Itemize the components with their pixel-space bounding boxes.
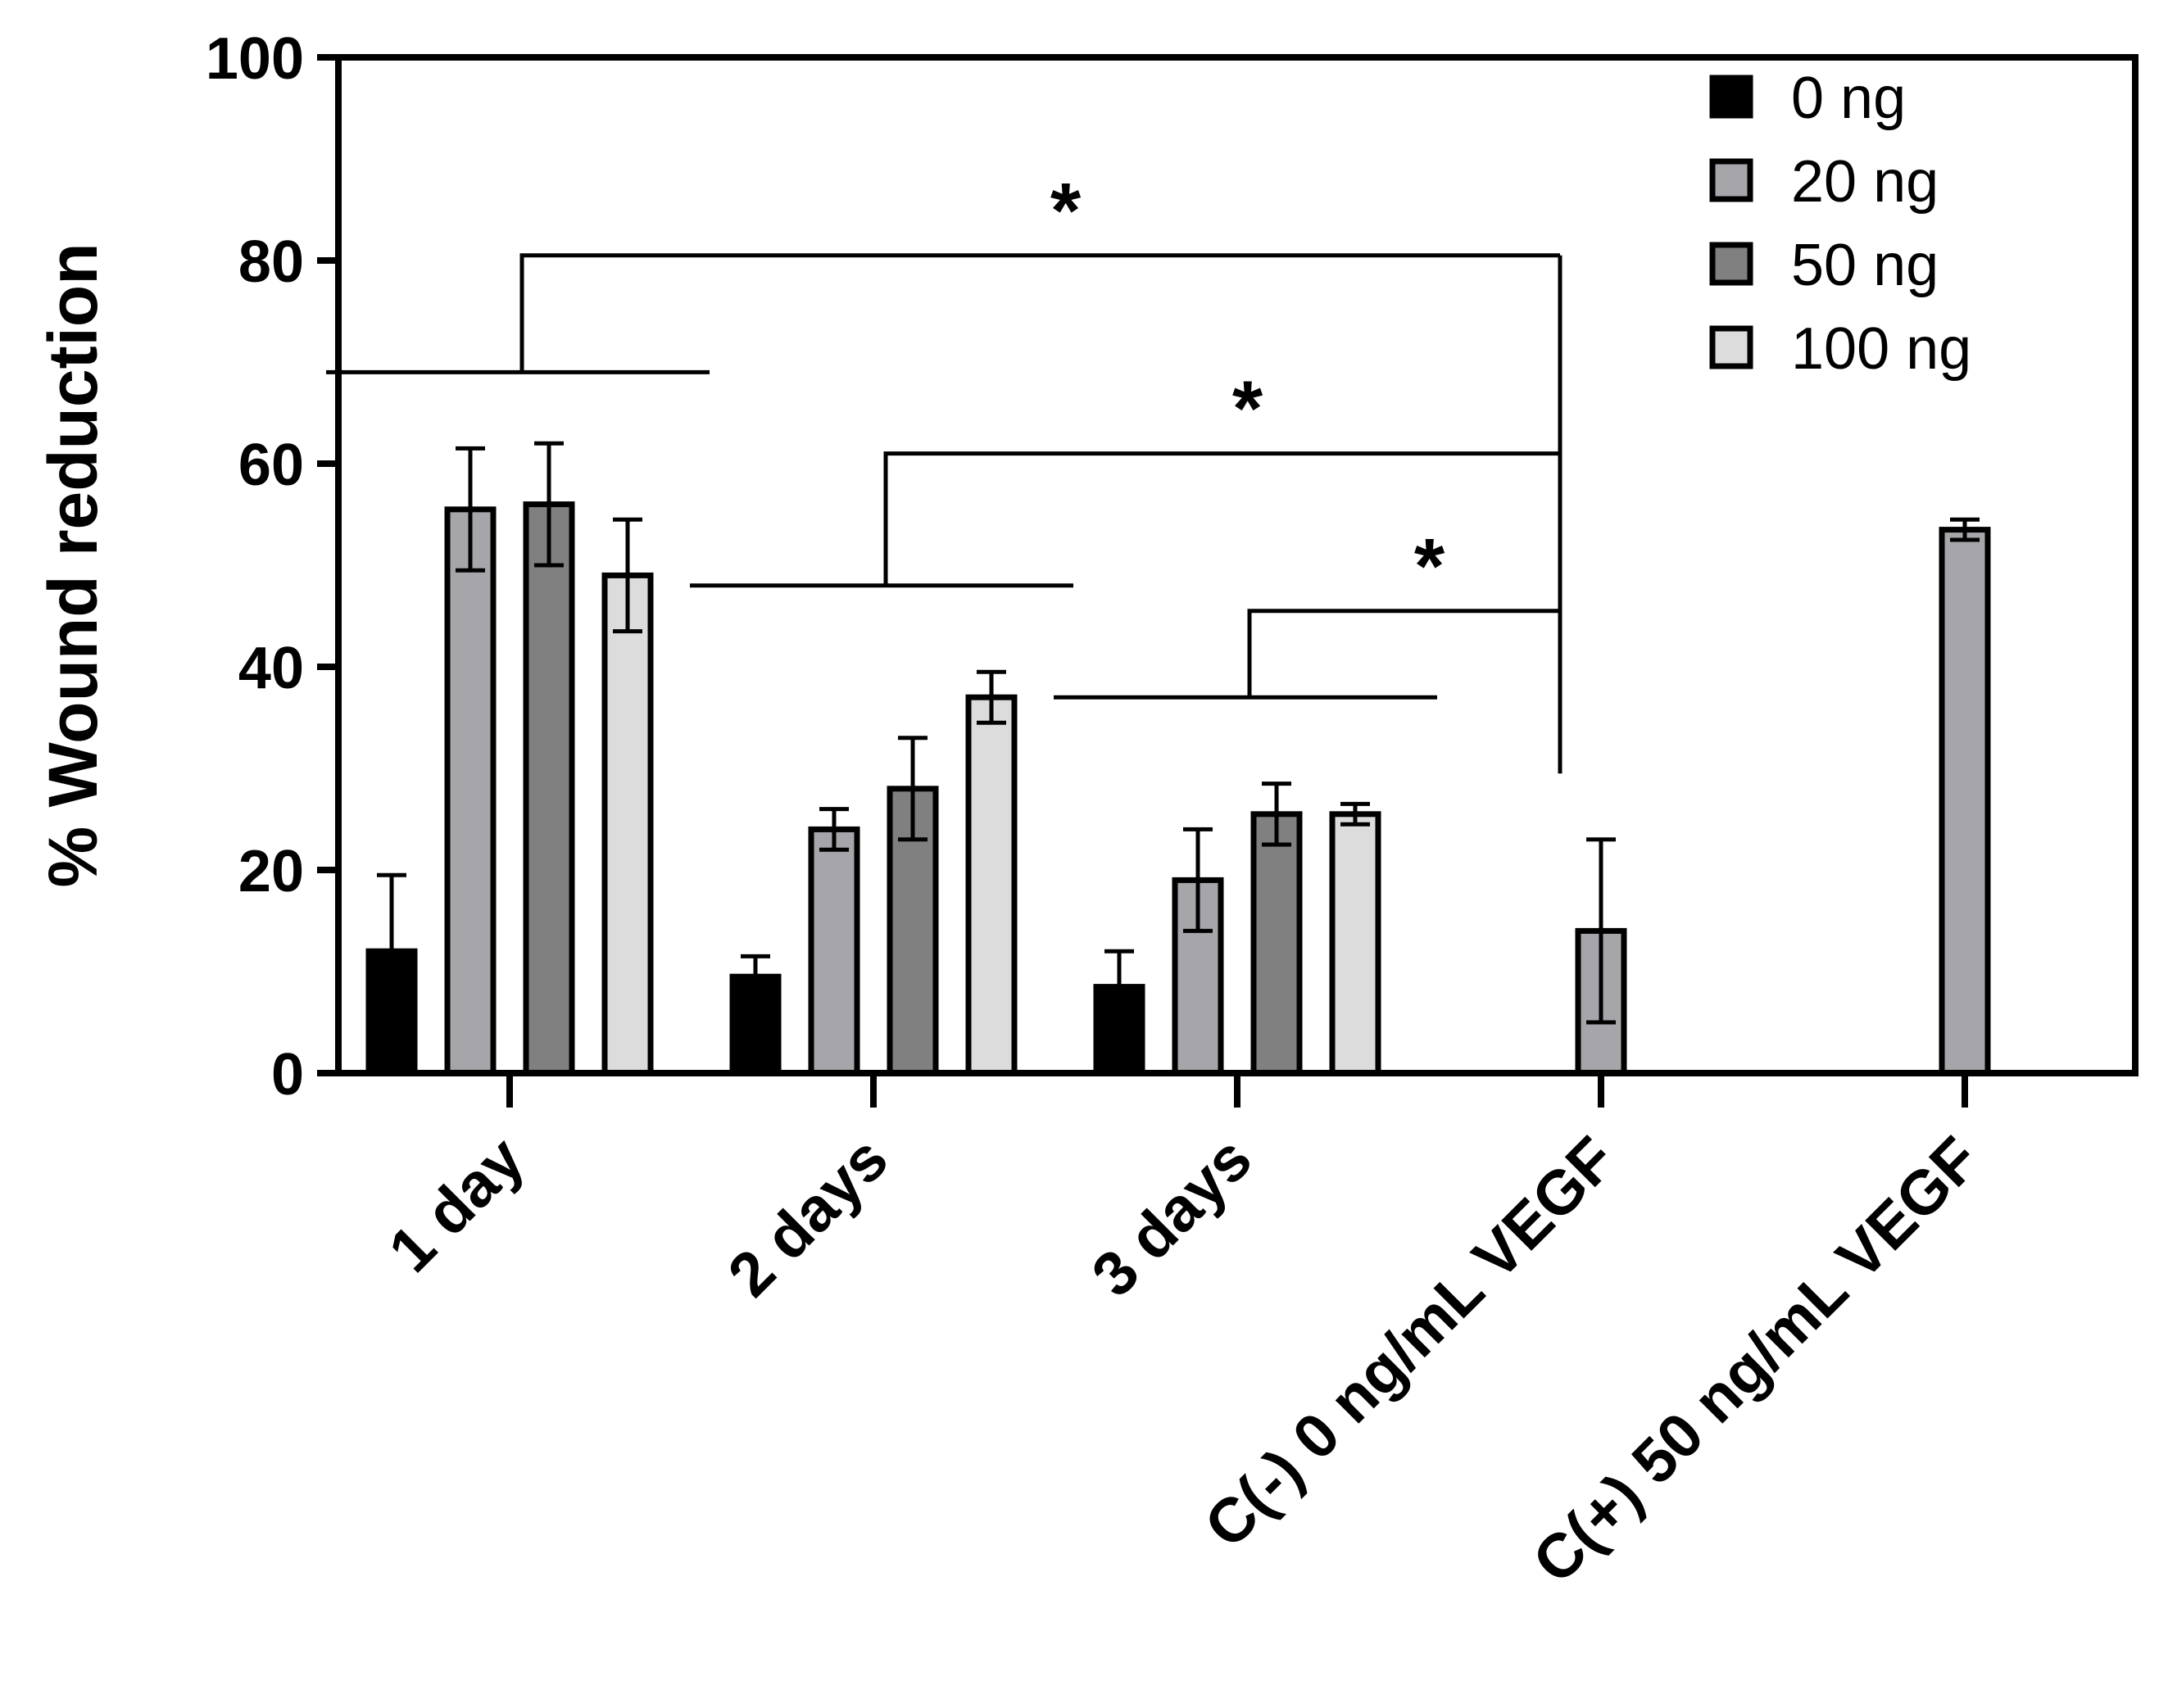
x-tick-label-2-days: 2 days [715,1124,901,1310]
bar-3-days-50-ng [1250,811,1303,1076]
bar-c-50-ng-ml-vegf-20-ng [1939,527,1991,1076]
significance-star: * [1050,167,1082,255]
bar-2-days-100-ng [965,694,1018,1076]
legend-label-100-ng: 100 ng [1791,316,1971,382]
y-tick-label: 60 [238,433,304,498]
x-tick-label-3-days: 3 days [1079,1124,1265,1310]
y-tick-label: 0 [271,1042,304,1108]
y-tick-label: 20 [238,839,304,904]
significance-star: * [1414,523,1445,610]
bar-2-days-20-ng [808,826,860,1076]
x-tick-label-c-0-ng-ml-vegf: C(-) 0 ng/mL VEGF [1191,1124,1629,1561]
y-tick-label: 100 [206,26,304,92]
bar-1-day-20-ng [444,506,497,1076]
x-tick-label-1-day: 1 day [375,1124,537,1286]
sig-bracket [883,451,1560,586]
legend-label-0-ng: 0 ng [1791,66,1906,131]
y-axis-title: % Wound reduction [34,242,111,887]
legend-swatch-20-ng [1709,158,1753,202]
legend-swatch-0-ng [1709,75,1753,119]
y-tick-label: 80 [238,229,304,295]
bar-3-days-100-ng [1329,811,1381,1076]
legend-swatch-50-ng [1709,242,1753,286]
significance-star: * [1232,365,1263,453]
y-tick-label: 40 [238,636,304,701]
legend-swatch-100-ng [1709,325,1753,369]
bar-1-day-100-ng [601,572,654,1076]
legend-label-50-ng: 50 ng [1791,233,1939,298]
sig-bracket [1247,609,1560,698]
sig-bracket [519,253,1560,373]
bar-1-day-50-ng [523,501,575,1076]
legend-label-20-ng: 20 ng [1791,149,1939,215]
